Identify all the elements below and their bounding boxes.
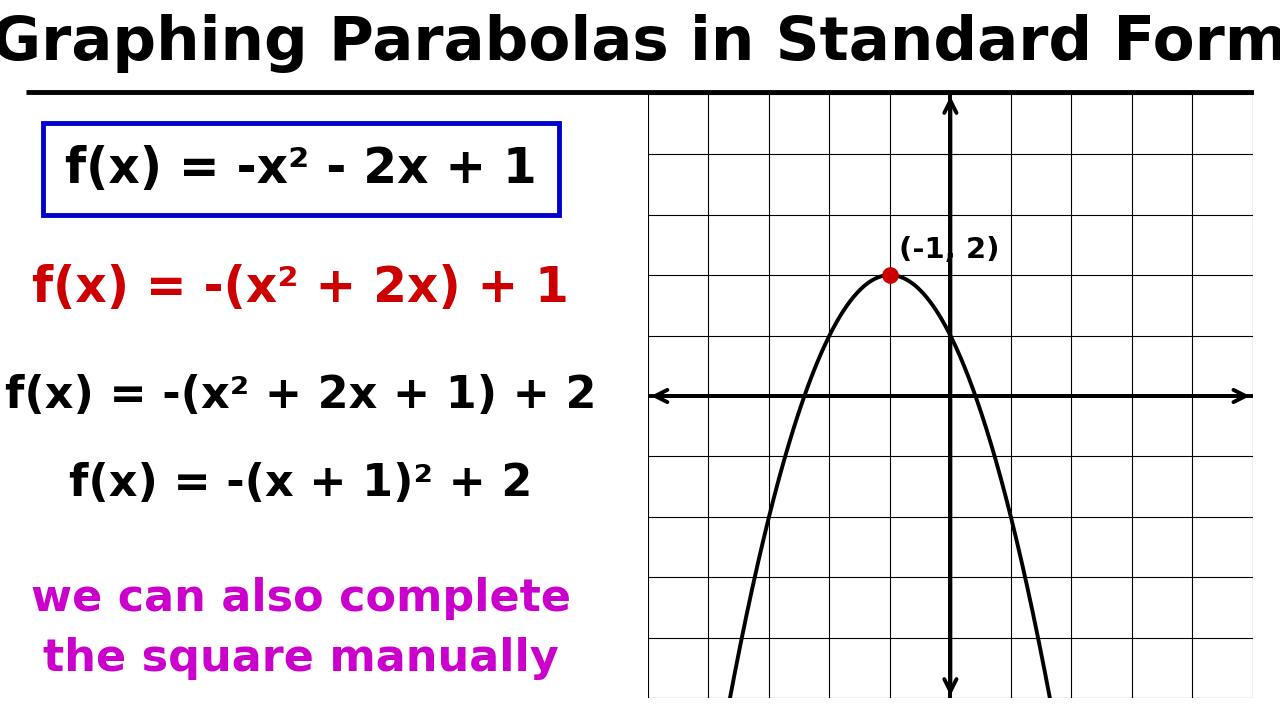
Text: (-1, 2): (-1, 2) [899, 236, 1000, 264]
Text: f(x) = -(x + 1)² + 2: f(x) = -(x + 1)² + 2 [69, 462, 532, 505]
Text: f(x) = -x² - 2x + 1: f(x) = -x² - 2x + 1 [65, 145, 536, 193]
Text: Graphing Parabolas in Standard Form: Graphing Parabolas in Standard Form [0, 14, 1280, 73]
Text: we can also complete
the square manually: we can also complete the square manually [31, 577, 571, 680]
Text: f(x) = -(x² + 2x + 1) + 2: f(x) = -(x² + 2x + 1) + 2 [5, 374, 596, 417]
Text: f(x) = -(x² + 2x) + 1: f(x) = -(x² + 2x) + 1 [32, 264, 570, 312]
